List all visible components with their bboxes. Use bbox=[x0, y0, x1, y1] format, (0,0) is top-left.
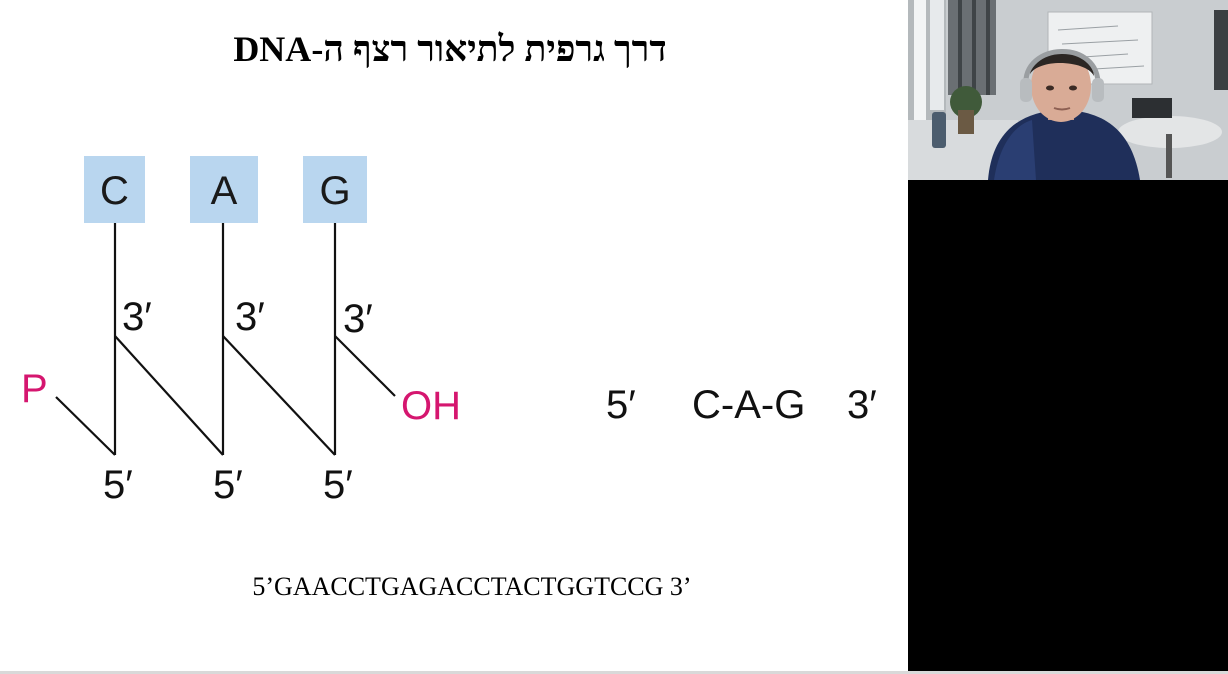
phosphate-label: P bbox=[21, 367, 48, 411]
webcam-empty-area bbox=[908, 180, 1228, 671]
sugar-phosphate-backbone bbox=[55, 223, 396, 456]
presentation-slide: דרך גרפית לתיאור רצף ה-DNA C A G 3′ bbox=[0, 0, 908, 672]
shorthand-sequence: C-A-G bbox=[692, 383, 805, 427]
base-box-1: C bbox=[84, 156, 145, 223]
prime3-label-3: 3′ bbox=[343, 297, 373, 341]
presenter-video-icon bbox=[908, 0, 1228, 180]
slide-title: דרך גרפית לתיאור רצף ה-DNA bbox=[0, 28, 908, 70]
shorthand-notation: 5′ C-A-G 3′ bbox=[606, 383, 877, 427]
base-label-2: A bbox=[211, 169, 238, 213]
base-label-1: C bbox=[100, 169, 129, 213]
hydroxyl-label: OH bbox=[401, 384, 461, 428]
base-label-3: G bbox=[319, 169, 350, 213]
prime3-label-1: 3′ bbox=[122, 295, 152, 339]
presenter-webcam bbox=[908, 0, 1228, 180]
dna-strand-diagram: C A G 3′ 3′ 3′ 5′ 5′ bbox=[21, 156, 877, 507]
prime3-label-2: 3′ bbox=[235, 295, 265, 339]
slide-title-text: דרך גרפית לתיאור רצף ה-DNA bbox=[233, 29, 667, 69]
prime3-labels: 3′ 3′ 3′ bbox=[122, 295, 373, 341]
shorthand-5prime: 5′ bbox=[606, 383, 636, 427]
dna-sequence-text: 5’GAACCTGAGACCTACTGGTCCG 3’ bbox=[252, 572, 692, 601]
prime5-label-2: 5′ bbox=[213, 463, 243, 507]
bottom-divider bbox=[0, 671, 1228, 674]
base-box-3: G bbox=[303, 156, 367, 223]
prime5-label-3: 5′ bbox=[323, 463, 353, 507]
prime5-labels: 5′ 5′ 5′ bbox=[103, 463, 353, 507]
base-box-2: A bbox=[190, 156, 258, 223]
prime5-label-1: 5′ bbox=[103, 463, 133, 507]
shorthand-3prime: 3′ bbox=[847, 383, 877, 427]
